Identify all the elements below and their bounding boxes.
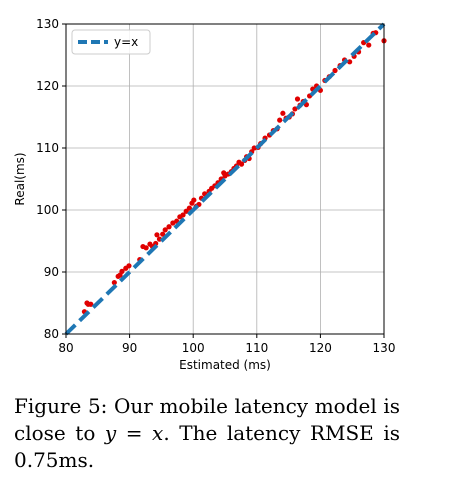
data-point [111,279,117,286]
data-point [183,208,189,214]
data-point [88,301,94,307]
data-point [366,42,372,48]
data-point [280,110,286,116]
y-axis-label: Real(ms) [13,152,27,205]
caption-text-end: . The latency RMSE is 0.75ms. [14,421,400,472]
legend: y=x [71,29,151,55]
y-tick-label: 110 [36,141,59,155]
legend-box [71,29,151,55]
data-point [166,224,172,230]
plot-frame [65,23,385,335]
legend-label: y=x [114,35,138,49]
data-point [154,232,160,238]
data-point [277,117,283,123]
data-point [347,59,353,65]
data-point [332,67,338,74]
x-tick-label: 130 [373,341,396,355]
scatter-chart: 80 90 100 110 120 130 80 90 100 110 120 130 Estimat… [13,17,395,372]
y-tick-label: 80 [44,327,59,341]
x-tick-label: 80 [58,341,73,355]
data-point [186,205,192,211]
reference-line-y-equals-x [64,22,386,336]
y-tick-label: 90 [44,265,59,279]
data-point [162,227,168,233]
x-tick-label: 120 [309,341,332,355]
data-point [119,268,125,274]
data-point [180,212,186,218]
y-tick-label: 130 [36,17,59,31]
caption-math: y = x [104,421,164,445]
data-point [160,231,166,237]
data-point [292,106,298,112]
y-tick-label: 100 [36,203,59,217]
data-point [143,245,149,251]
x-tick-label: 90 [122,341,137,355]
data-point [126,263,132,269]
caption-text-start: Figure 5: Our mobile latency model is cl… [14,394,400,445]
data-point [294,96,301,102]
axis-ticks: 80 90 100 110 120 130 80 90 100 110 120 130 [36,17,395,355]
x-axis-label: Estimated (ms) [179,358,271,372]
x-tick-label: 100 [182,341,205,355]
data-point [191,197,197,203]
data-point [153,240,159,247]
x-tick-label: 110 [245,341,268,355]
y-tick-label: 120 [36,79,59,93]
figure-caption: Figure 5: Our mobile latency model is cl… [14,393,400,474]
data-point [238,161,245,167]
